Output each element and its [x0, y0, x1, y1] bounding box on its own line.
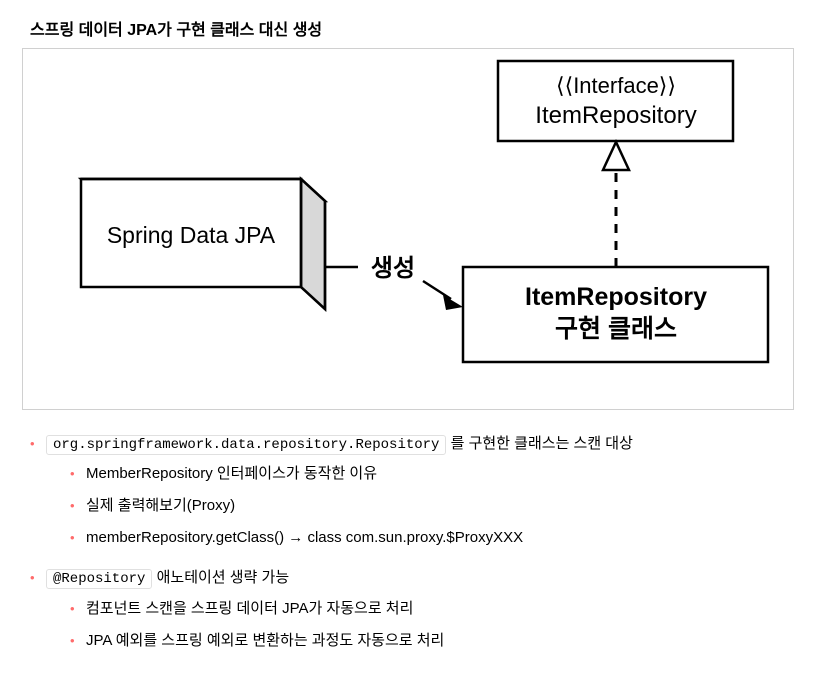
- list-item: 컴포넌트 스캔을 스프링 데이터 JPA가 자동으로 처리: [66, 597, 796, 621]
- list-text: 를 구현한 클래스는 스캔 대상: [446, 435, 632, 452]
- list-item: 실제 출력해보기(Proxy): [66, 494, 796, 518]
- sub-list: MemberRepository 인터페이스가 동작한 이유 실제 출력해보기(…: [66, 462, 796, 550]
- bullet-list: org.springframework.data.repository.Repo…: [26, 432, 796, 653]
- diagram-container: ⟨⟨Interface⟩⟩ ItemRepository ItemReposit…: [22, 48, 794, 410]
- document-page: 스프링 데이터 JPA가 구현 클래스 대신 생성 ⟨⟨Interface⟩⟩ …: [0, 0, 816, 683]
- list-item: @Repository 애노테이션 생략 가능 컴포넌트 스캔을 스프링 데이터…: [26, 566, 796, 652]
- code-snippet: @Repository: [46, 569, 152, 589]
- interface-name-text: ItemRepository: [535, 102, 696, 129]
- list-text: 애노테이션 생략 가능: [152, 569, 289, 586]
- realization-arrowhead: [603, 142, 629, 170]
- list-item: MemberRepository 인터페이스가 동작한 이유: [66, 462, 796, 486]
- code-snippet: org.springframework.data.repository.Repo…: [46, 435, 446, 455]
- page-heading: 스프링 데이터 JPA가 구현 클래스 대신 생성: [20, 16, 796, 40]
- impl-line1-text: ItemRepository: [525, 283, 707, 311]
- list-item: JPA 예외를 스프링 예외로 변환하는 과정도 자동으로 처리: [66, 629, 796, 653]
- list-item: memberRepository.getClass() → class com.…: [66, 526, 796, 550]
- create-line-2: [423, 281, 451, 299]
- list-item: org.springframework.data.repository.Repo…: [26, 432, 796, 550]
- interface-stereotype-text: ⟨⟨Interface⟩⟩: [556, 73, 676, 98]
- architecture-diagram: ⟨⟨Interface⟩⟩ ItemRepository ItemReposit…: [23, 49, 793, 409]
- sub-list: 컴포넌트 스캔을 스프링 데이터 JPA가 자동으로 처리 JPA 예외를 스프…: [66, 597, 796, 653]
- impl-line2-text: 구현 클래스: [555, 315, 677, 343]
- spring-box-label: Spring Data JPA: [107, 222, 276, 248]
- create-label: 생성: [371, 255, 415, 282]
- create-arrowhead: [443, 295, 463, 310]
